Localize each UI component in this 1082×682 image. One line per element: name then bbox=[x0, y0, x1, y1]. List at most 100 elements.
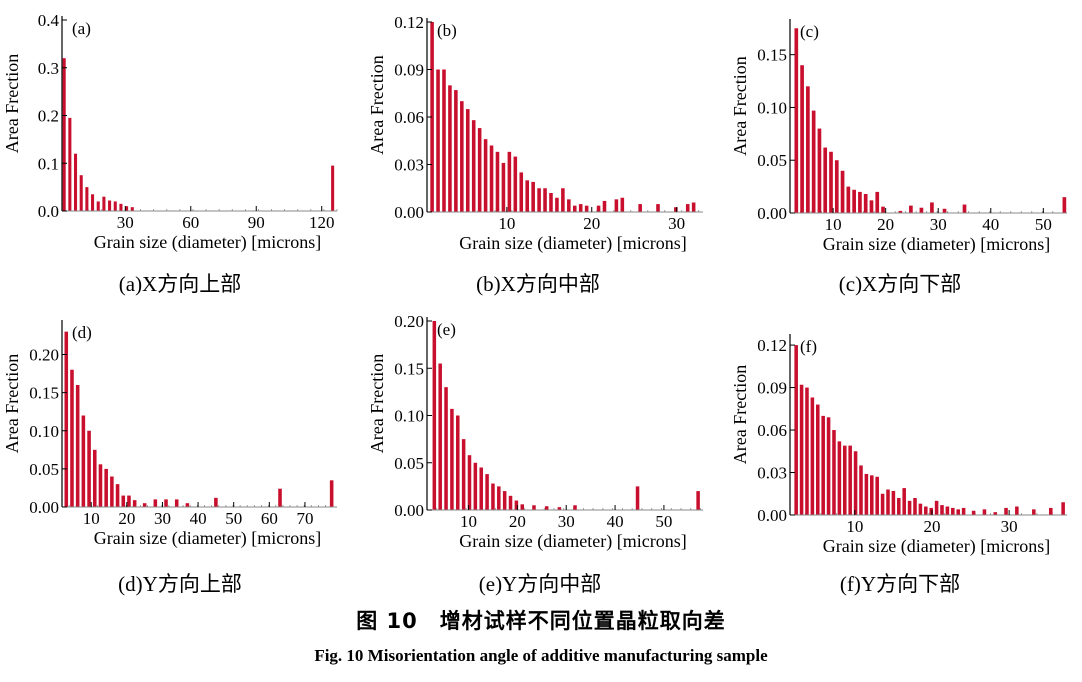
bar bbox=[816, 404, 820, 515]
bar bbox=[909, 205, 913, 213]
bar bbox=[843, 445, 847, 515]
bar bbox=[567, 199, 571, 212]
x-tick-label: 30 bbox=[117, 213, 134, 232]
bar bbox=[450, 408, 454, 510]
bar bbox=[858, 191, 862, 213]
bar bbox=[934, 500, 939, 515]
y-tick-label: 0.00 bbox=[757, 506, 787, 525]
bar bbox=[460, 101, 464, 212]
bar bbox=[483, 139, 488, 212]
bar bbox=[584, 205, 589, 212]
y-tick-label: 0.15 bbox=[757, 46, 787, 65]
bar bbox=[479, 467, 483, 510]
bar bbox=[142, 503, 147, 507]
x-tick-label: 120 bbox=[309, 213, 335, 232]
bar bbox=[821, 415, 825, 515]
bar bbox=[1049, 507, 1053, 515]
y-tick-label: 0.03 bbox=[394, 156, 424, 175]
y-tick-label: 0.10 bbox=[394, 407, 424, 426]
bar bbox=[834, 160, 839, 213]
panel-label: (f) bbox=[800, 337, 817, 356]
bar bbox=[561, 188, 565, 212]
bar bbox=[104, 468, 108, 507]
x-tick-label: 10 bbox=[498, 214, 515, 233]
bar bbox=[924, 506, 928, 515]
x-tick-label: 20 bbox=[877, 215, 894, 234]
y-axis-label: Area Frection bbox=[730, 365, 750, 464]
caption-d: (d)Y方向上部 bbox=[118, 572, 242, 596]
bar bbox=[508, 495, 513, 510]
bar bbox=[1004, 507, 1008, 515]
bar bbox=[945, 506, 950, 515]
bar bbox=[448, 85, 452, 212]
bar bbox=[430, 22, 434, 212]
bar bbox=[70, 369, 74, 507]
x-tick-label: 30 bbox=[1001, 517, 1018, 536]
bar bbox=[543, 188, 547, 212]
x-axis-label: Grain size (diameter) [microns] bbox=[94, 232, 321, 253]
bar bbox=[491, 483, 495, 510]
bar bbox=[68, 117, 72, 211]
x-axis-label: Grain size (diameter) [microns] bbox=[823, 234, 1050, 255]
bar bbox=[87, 430, 91, 507]
bar bbox=[685, 204, 690, 212]
bar bbox=[81, 415, 86, 507]
bar bbox=[852, 189, 856, 213]
bar bbox=[495, 151, 500, 212]
bar bbox=[64, 331, 69, 507]
panel-label: (c) bbox=[800, 22, 819, 41]
chart-panel-c: 0.00 0.05 0.10 0.15 10 20 30 40 50 (c) Grain size … bbox=[730, 19, 1067, 255]
bar bbox=[489, 145, 494, 212]
chart-panel-a: 0.0 0.1 0.2 0.3 0.4 30 60 90 120 (a) Grain size (d… bbox=[2, 11, 338, 253]
bar bbox=[578, 204, 583, 212]
bar bbox=[875, 191, 880, 213]
bar bbox=[811, 110, 816, 213]
bar bbox=[108, 200, 112, 211]
bar bbox=[507, 151, 512, 212]
bar bbox=[656, 204, 660, 212]
y-tick-label: 0.00 bbox=[757, 204, 787, 223]
caption-f: (f)Y方向下部 bbox=[839, 572, 961, 596]
bar bbox=[557, 507, 562, 510]
bar bbox=[691, 202, 696, 212]
x-tick-label: 20 bbox=[923, 517, 940, 536]
bar bbox=[531, 181, 535, 212]
y-tick-label: 0.4 bbox=[38, 11, 60, 30]
y-tick-label: 0.20 bbox=[29, 346, 59, 365]
bar bbox=[519, 172, 524, 212]
bar bbox=[956, 509, 960, 515]
bar bbox=[121, 495, 126, 507]
bar bbox=[438, 363, 442, 510]
bar bbox=[537, 188, 541, 212]
y-tick-label: 0.12 bbox=[757, 336, 787, 355]
y-axis-label: Area Frection bbox=[367, 354, 387, 453]
x-tick-label: 40 bbox=[190, 509, 207, 528]
bar bbox=[898, 210, 903, 213]
bar bbox=[119, 203, 123, 211]
bar bbox=[799, 384, 804, 515]
bar bbox=[444, 387, 448, 510]
bar bbox=[74, 153, 78, 211]
bar bbox=[125, 206, 129, 211]
bar bbox=[614, 199, 619, 212]
x-tick-label: 20 bbox=[509, 512, 526, 531]
bar bbox=[96, 201, 100, 211]
bar bbox=[497, 486, 501, 510]
bar bbox=[85, 187, 89, 211]
bar bbox=[940, 505, 944, 515]
x-tick-label: 20 bbox=[118, 509, 135, 528]
chart-panel-e: 0.00 0.05 0.10 0.15 0.20 10 20 30 40 50 (e) Grain s… bbox=[367, 312, 703, 552]
bar bbox=[982, 509, 987, 515]
bar bbox=[638, 204, 642, 212]
x-tick-label: 70 bbox=[296, 509, 313, 528]
bar bbox=[573, 505, 577, 510]
bar bbox=[674, 207, 678, 212]
bar bbox=[881, 206, 885, 213]
bar bbox=[800, 65, 804, 213]
bar bbox=[829, 151, 833, 213]
bar bbox=[837, 441, 842, 515]
bar bbox=[501, 162, 506, 212]
y-tick-label: 0.20 bbox=[394, 312, 424, 331]
chart-panel-f: 0.00 0.03 0.06 0.09 0.12 10 20 30 (f) Grain size … bbox=[730, 334, 1067, 557]
